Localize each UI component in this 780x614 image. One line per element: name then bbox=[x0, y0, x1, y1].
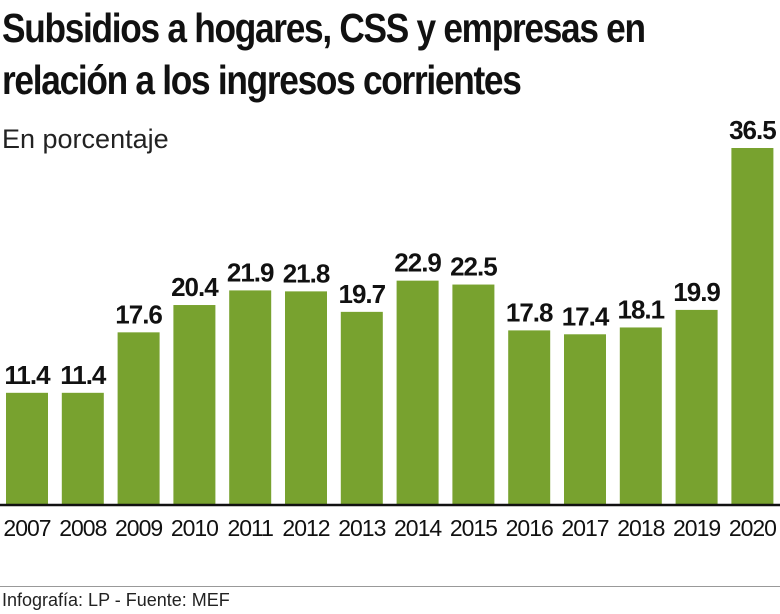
bar-2011 bbox=[229, 290, 272, 504]
x-tick-label: 2017 bbox=[561, 515, 608, 541]
value-label: 19.7 bbox=[338, 279, 385, 309]
x-tick-label: 2016 bbox=[506, 515, 553, 541]
bar-2008 bbox=[61, 392, 104, 504]
bar-2010 bbox=[173, 305, 216, 504]
x-tick-label: 2015 bbox=[450, 515, 497, 541]
x-tick-label: 2010 bbox=[171, 515, 218, 541]
x-tick-label: 2011 bbox=[227, 515, 273, 541]
x-tick-label: 2020 bbox=[729, 515, 776, 541]
x-tick-label: 2012 bbox=[282, 515, 329, 541]
x-tick-label: 2013 bbox=[338, 515, 385, 541]
bar-2018 bbox=[619, 327, 662, 504]
chart-subtitle: En porcentaje bbox=[2, 124, 169, 154]
value-label: 11.4 bbox=[4, 360, 51, 390]
value-label: 11.4 bbox=[60, 360, 107, 390]
x-tick-label: 2019 bbox=[673, 515, 720, 541]
bar-2016 bbox=[508, 330, 551, 504]
x-tick-label: 2018 bbox=[617, 515, 664, 541]
bar-2009 bbox=[117, 332, 160, 504]
x-tick-label: 2008 bbox=[59, 515, 106, 541]
bar-2020 bbox=[731, 148, 774, 504]
value-label: 21.8 bbox=[283, 258, 330, 288]
value-label: 19.9 bbox=[673, 277, 720, 307]
bar-2013 bbox=[340, 311, 383, 504]
value-label: 22.9 bbox=[394, 248, 441, 278]
bar-2012 bbox=[285, 291, 327, 504]
source-credit: Infografía: LP - Fuente: MEF bbox=[2, 590, 230, 610]
value-label: 21.9 bbox=[227, 257, 274, 287]
x-tick-label: 2007 bbox=[3, 515, 50, 541]
bar-2015 bbox=[452, 284, 495, 504]
value-label: 18.1 bbox=[617, 294, 664, 324]
bar-2007 bbox=[6, 392, 48, 504]
value-label: 17.8 bbox=[506, 297, 553, 327]
value-label: 17.6 bbox=[115, 299, 162, 329]
value-label: 36.5 bbox=[729, 115, 776, 145]
bar-2014 bbox=[396, 280, 439, 504]
x-tick-label: 2014 bbox=[394, 515, 442, 541]
bar-2017 bbox=[564, 334, 606, 504]
value-label: 20.4 bbox=[171, 272, 219, 302]
footer-divider bbox=[0, 586, 780, 587]
value-label: 22.5 bbox=[450, 252, 497, 282]
value-label: 17.4 bbox=[562, 301, 610, 331]
bar-2019 bbox=[675, 309, 718, 504]
x-tick-label: 2009 bbox=[115, 515, 162, 541]
chart-title: Subsidios a hogares, CSS y empresas en r… bbox=[2, 5, 646, 103]
